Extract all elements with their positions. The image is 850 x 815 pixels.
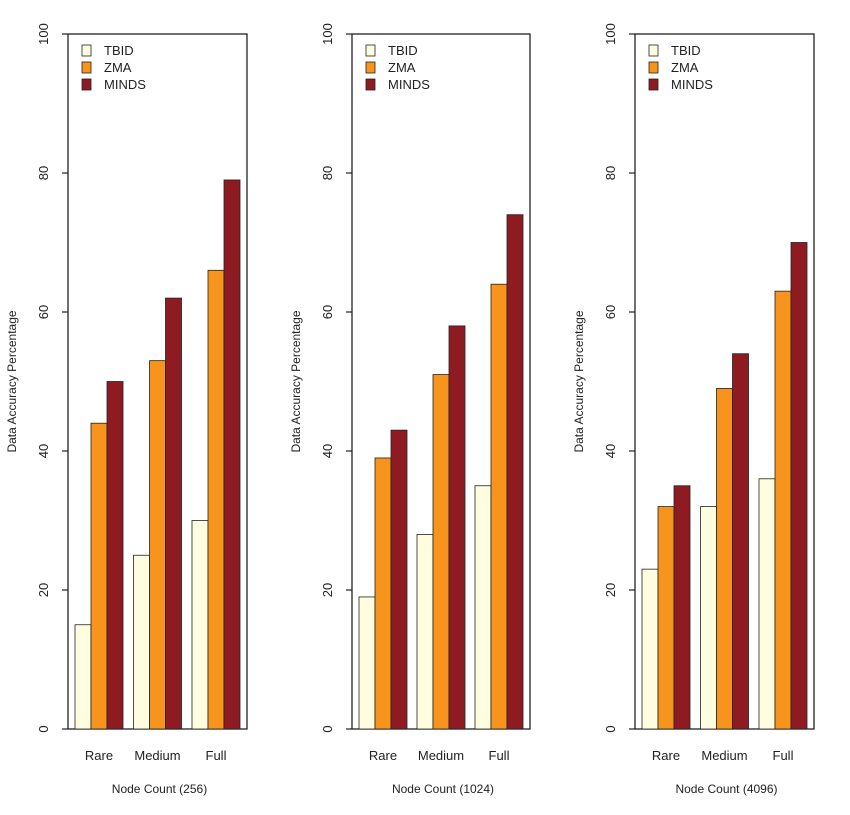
y-tick-label: 20	[36, 583, 51, 597]
legend-swatch-zma	[365, 61, 376, 74]
y-tick-label: 40	[36, 444, 51, 458]
bar-tbid-full	[191, 520, 209, 730]
legend-label-tbid: TBID	[104, 43, 134, 58]
legend-label-tbid: TBID	[388, 43, 418, 58]
legend-label-zma: ZMA	[104, 60, 132, 75]
y-tick-label: 20	[320, 583, 335, 597]
x-tick-label: Rare	[652, 748, 680, 763]
bar-minds-medium	[732, 353, 749, 730]
y-tick-label: 20	[603, 583, 618, 597]
chart-panel-3: 0 20 40 60 80 100 Data Accuracy Percentage Rare…	[572, 23, 815, 796]
legend-label-minds: MINDS	[388, 77, 430, 92]
bar-minds-rare	[106, 381, 124, 730]
x-tick-label: Full	[489, 748, 510, 763]
bar-zma-rare	[657, 506, 675, 730]
legend-swatch-minds	[81, 78, 92, 91]
y-axis-label: Data Accuracy Percentage	[5, 310, 19, 452]
y-tick-label: 0	[36, 725, 51, 732]
y-tick-label: 40	[603, 444, 618, 458]
legend-label-zma: ZMA	[671, 60, 699, 75]
bar-zma-medium	[149, 360, 166, 730]
x-axis-label: Node Count (1024)	[392, 782, 494, 796]
y-tick-label: 40	[320, 444, 335, 458]
bar-zma-medium	[716, 388, 733, 730]
legend-swatch-zma	[81, 61, 92, 74]
y-tick-label: 60	[320, 305, 335, 319]
y-tick-label: 0	[603, 725, 618, 732]
x-tick-label: Full	[773, 748, 794, 763]
legend-label-minds: MINDS	[104, 77, 146, 92]
bar-tbid-full	[758, 478, 776, 730]
x-tick-label: Medium	[701, 748, 747, 763]
legend-swatch-minds	[365, 78, 376, 91]
y-tick-label: 80	[603, 166, 618, 180]
bar-zma-full	[490, 283, 508, 730]
legend-swatch-minds	[648, 78, 659, 91]
bar-zma-rare	[90, 422, 108, 730]
y-tick-label: 100	[603, 23, 618, 45]
bar-tbid-rare	[641, 568, 659, 730]
bar-minds-full	[223, 179, 241, 730]
legend-swatch-tbid	[81, 44, 92, 57]
bar-minds-full	[506, 214, 524, 730]
y-tick-label: 80	[36, 166, 51, 180]
bar-zma-full	[774, 290, 792, 730]
bar-minds-rare	[390, 429, 408, 730]
y-tick-label: 80	[320, 166, 335, 180]
y-axis-label: Data Accuracy Percentage	[289, 310, 303, 452]
bar-tbid-rare	[358, 596, 376, 730]
y-tick-label: 60	[36, 305, 51, 319]
y-axis-label: Data Accuracy Percentage	[572, 310, 586, 452]
y-tick-label: 60	[603, 305, 618, 319]
x-axis-label: Node Count (4096)	[675, 782, 777, 796]
legend-swatch-tbid	[365, 44, 376, 57]
x-tick-label: Medium	[134, 748, 180, 763]
bar-tbid-medium	[133, 554, 150, 730]
x-axis-label: Node Count (256)	[112, 782, 207, 796]
y-tick-label: 100	[320, 23, 335, 45]
bar-zma-medium	[432, 374, 450, 730]
bar-zma-full	[207, 269, 225, 730]
legend-swatch-tbid	[648, 44, 659, 57]
y-tick-label: 100	[36, 23, 51, 45]
legend-label-minds: MINDS	[671, 77, 713, 92]
bar-minds-full	[790, 242, 808, 730]
x-tick-label: Full	[206, 748, 227, 763]
legend-swatch-zma	[648, 61, 659, 74]
bar-tbid-full	[474, 485, 492, 730]
bar-zma-rare	[374, 457, 392, 730]
chart-panel-1: 0 20 40 60 80 100 Data Accuracy Percentage Rare…	[5, 23, 248, 796]
y-tick-label: 0	[320, 725, 335, 732]
bar-tbid-medium	[700, 506, 717, 730]
x-tick-label: Rare	[369, 748, 397, 763]
bar-minds-rare	[673, 485, 691, 730]
legend-label-tbid: TBID	[671, 43, 701, 58]
x-tick-label: Rare	[85, 748, 113, 763]
bar-minds-medium	[448, 325, 466, 730]
bar-tbid-medium	[416, 534, 434, 730]
bar-minds-medium	[165, 297, 182, 730]
x-tick-label: Medium	[418, 748, 464, 763]
chart-panel-2: 0 20 40 60 80 100 Data Accuracy Percentage Rare…	[289, 23, 531, 796]
bar-tbid-rare	[74, 624, 92, 730]
legend-label-zma: ZMA	[388, 60, 416, 75]
